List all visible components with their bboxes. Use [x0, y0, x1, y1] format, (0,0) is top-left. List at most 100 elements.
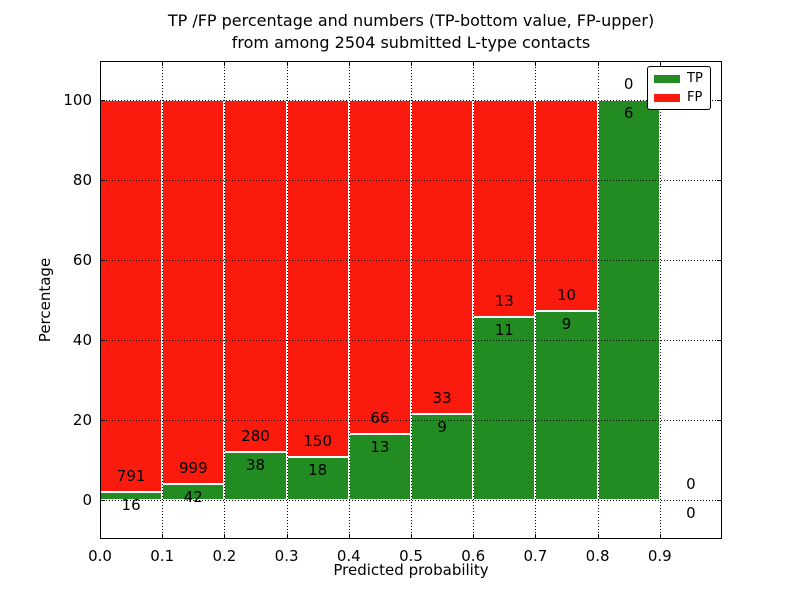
y-tick-right: [717, 180, 722, 181]
x-tick-bottom: [411, 534, 412, 539]
x-gridline: [286, 61, 288, 539]
legend-label-fp: FP: [687, 90, 703, 105]
tp-count-label: 42: [183, 487, 203, 506]
x-gridline: [224, 61, 226, 539]
legend-entry-fp: FP: [654, 91, 704, 104]
x-tick-top: [473, 61, 475, 66]
fp-count-label: 150: [303, 432, 333, 451]
x-tick-top: [597, 61, 599, 66]
fp-count-label: 66: [370, 409, 390, 428]
fp-count-label: 33: [432, 389, 452, 408]
x-tick-label: 0.4: [336, 547, 361, 565]
x-gridline: [348, 61, 350, 539]
y-tick-label: 100: [63, 91, 92, 109]
tp-count-label: 16: [121, 496, 141, 515]
bar-tp-segment: [224, 452, 287, 500]
y-tick-right: [717, 420, 722, 421]
x-tick-bottom: [535, 534, 537, 539]
y-gridline: [100, 260, 722, 261]
x-tick-label: 0.7: [523, 547, 548, 565]
x-tick-label: 0.2: [212, 547, 237, 565]
y-tick-left: [100, 100, 105, 101]
x-tick-label: 0.9: [647, 547, 672, 565]
x-tick-top: [411, 61, 412, 66]
x-tick-top: [286, 61, 288, 66]
fp-count-label: 999: [178, 458, 208, 477]
x-tick-top: [348, 61, 350, 66]
fp-count-label: 0: [686, 475, 696, 493]
y-tick-right: [717, 100, 722, 101]
y-tick-label: 0: [82, 491, 92, 509]
y-tick-label: 20: [72, 411, 92, 429]
x-tick-bottom: [659, 534, 661, 539]
x-tick-label: 0.5: [399, 547, 423, 565]
fp-count-label: 13: [494, 291, 514, 310]
bar-fp-segment: [411, 100, 474, 415]
y-gridline: [100, 420, 722, 421]
y-gridline: [100, 340, 722, 341]
x-axis-label: Predicted probability: [333, 561, 489, 579]
y-tick-right: [717, 340, 722, 341]
x-tick-top: [659, 61, 661, 66]
x-tick-top: [224, 61, 226, 66]
x-tick-bottom: [473, 534, 475, 539]
y-tick-label: 80: [72, 171, 92, 189]
y-tick-left: [100, 340, 105, 341]
y-tick-left: [100, 180, 105, 181]
x-gridline: [535, 61, 537, 539]
y-tick-left: [100, 420, 105, 421]
legend-label-tp: TP: [687, 71, 703, 86]
y-gridline: [100, 500, 722, 501]
x-tick-label: 0.6: [461, 547, 486, 565]
x-gridline: [473, 61, 475, 539]
fp-count-label: 0: [623, 75, 634, 93]
tp-count-label: 9: [437, 418, 447, 437]
tp-color-swatch: [654, 74, 680, 83]
x-tick-bottom: [224, 534, 226, 539]
legend-entry-tp: TP: [654, 72, 704, 85]
x-tick-bottom: [597, 534, 599, 539]
x-tick-label: 0.3: [274, 547, 299, 565]
chart-title-line2: from among 2504 submitted L-type contact…: [231, 33, 591, 52]
y-tick-right: [717, 260, 722, 261]
y-tick-right: [717, 500, 722, 501]
x-tick-top: [535, 61, 537, 66]
chart-title-line1: TP /FP percentage and numbers (TP-bottom…: [167, 11, 655, 30]
fp-color-swatch: [654, 93, 680, 102]
fp-count-label: 10: [556, 285, 577, 304]
tp-count-label: 13: [370, 438, 390, 457]
x-gridline: [659, 61, 661, 539]
x-gridline: [162, 61, 164, 539]
fp-count-label: 791: [116, 467, 146, 486]
tp-count-label: 18: [308, 461, 328, 480]
x-tick-top: [162, 61, 164, 66]
x-gridline: [597, 61, 599, 539]
bar-tp-segment: [286, 457, 349, 500]
tp-count-label: 9: [561, 314, 572, 333]
legend: TP FP: [647, 66, 711, 110]
bar-fp-segment: [348, 100, 411, 435]
y-axis-label: Percentage: [36, 257, 54, 343]
y-gridline: [100, 100, 722, 101]
x-tick-bottom: [348, 534, 350, 539]
tp-count-label: 11: [494, 320, 514, 339]
y-gridline: [100, 180, 722, 181]
tp-count-label: 0: [686, 504, 696, 522]
x-tick-label: 0.0: [88, 547, 112, 565]
tp-count-label: 38: [245, 456, 266, 475]
tp-count-label: 6: [623, 104, 634, 122]
y-tick-label: 40: [72, 331, 92, 349]
bar-tp-segment: [473, 316, 536, 500]
bar-fp-segment: [100, 100, 163, 493]
chart-title: TP /FP percentage and numbers (TP-bottom…: [100, 10, 722, 54]
y-tick-left: [100, 500, 105, 501]
bar-fp-segment: [162, 100, 225, 484]
bar-tp-segment: [535, 310, 598, 500]
y-tick-left: [100, 260, 105, 261]
x-tick-label: 0.8: [585, 547, 610, 565]
x-tick-label: 0.1: [150, 547, 175, 565]
x-gridline: [411, 61, 412, 539]
fp-count-label: 280: [241, 427, 270, 446]
y-tick-label: 60: [72, 251, 92, 269]
